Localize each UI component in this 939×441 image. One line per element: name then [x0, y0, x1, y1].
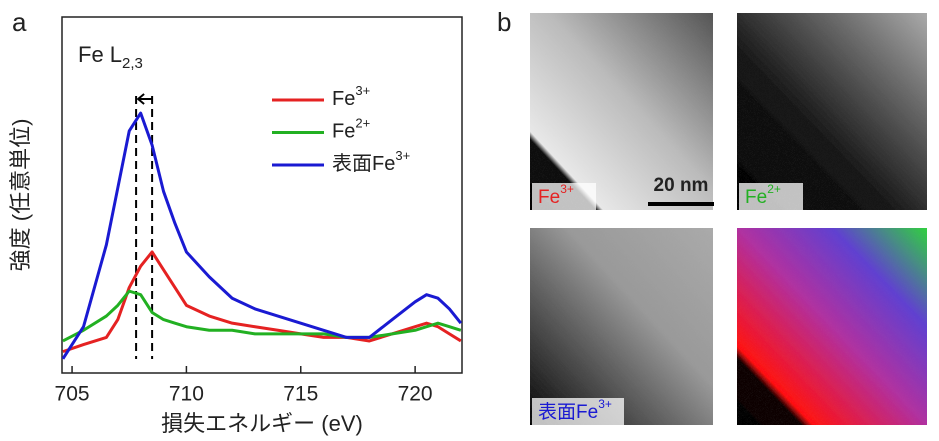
x-axis-label: 損失エネルギー (eV) [161, 411, 363, 436]
annotation-subscript: 2,3 [122, 55, 143, 72]
map-label-name: Fe [745, 187, 767, 208]
legend-entry: Fe2+ [332, 116, 370, 143]
annotation: Fe L2,3 [78, 42, 143, 72]
panel-label: b [497, 7, 511, 37]
map-labels: Fe3+ Fe2+表面Fe3+ [532, 182, 803, 426]
legend-name: Fe [332, 88, 355, 110]
map-label-superscript: 2+ [767, 182, 781, 196]
map-label-name: Fe [538, 187, 560, 208]
plot-frame [61, 16, 463, 374]
plot: 705 710 715 720 [55, 93, 463, 406]
map-label-box [739, 183, 803, 211]
annotation-text: Fe L [78, 42, 122, 67]
legend-superscript: 2+ [355, 116, 370, 131]
series-line [62, 250, 462, 354]
map-label-superscript: 3+ [560, 182, 574, 196]
scale-bar-label: 20 nm [654, 175, 709, 196]
legend-entry: 表面Fe3+ [332, 148, 410, 175]
x-tick-label: 710 [169, 383, 204, 406]
series-line [62, 289, 462, 343]
map-label: Fe2+ [745, 182, 781, 208]
panel-label: a [12, 7, 27, 37]
x-tick-label: 715 [283, 383, 318, 406]
map-label-box [532, 398, 624, 426]
map-label-name: 表面Fe [538, 401, 598, 423]
map-image [530, 13, 713, 210]
x-tick-label: 720 [398, 383, 433, 406]
x-tick-label: 705 [55, 383, 90, 406]
map-label: Fe3+ [538, 182, 574, 208]
legend: Fe3+Fe2+表面Fe3+ [272, 83, 410, 175]
map-label-superscript: 3+ [598, 397, 612, 411]
shift-arrow [136, 93, 153, 105]
map-image [737, 228, 927, 425]
series-line [61, 111, 463, 360]
legend-superscript: 3+ [395, 148, 410, 163]
map-label: 表面Fe3+ [538, 397, 612, 423]
legend-name: Fe [332, 121, 355, 143]
map-label-box [532, 183, 596, 211]
legend-entry: Fe3+ [332, 83, 370, 110]
legend-name: 表面Fe [332, 152, 395, 175]
y-axis-label: 強度 (任意単位) [8, 119, 33, 272]
map-image [737, 13, 927, 210]
legend-superscript: 3+ [355, 83, 370, 98]
map-image [530, 228, 713, 425]
